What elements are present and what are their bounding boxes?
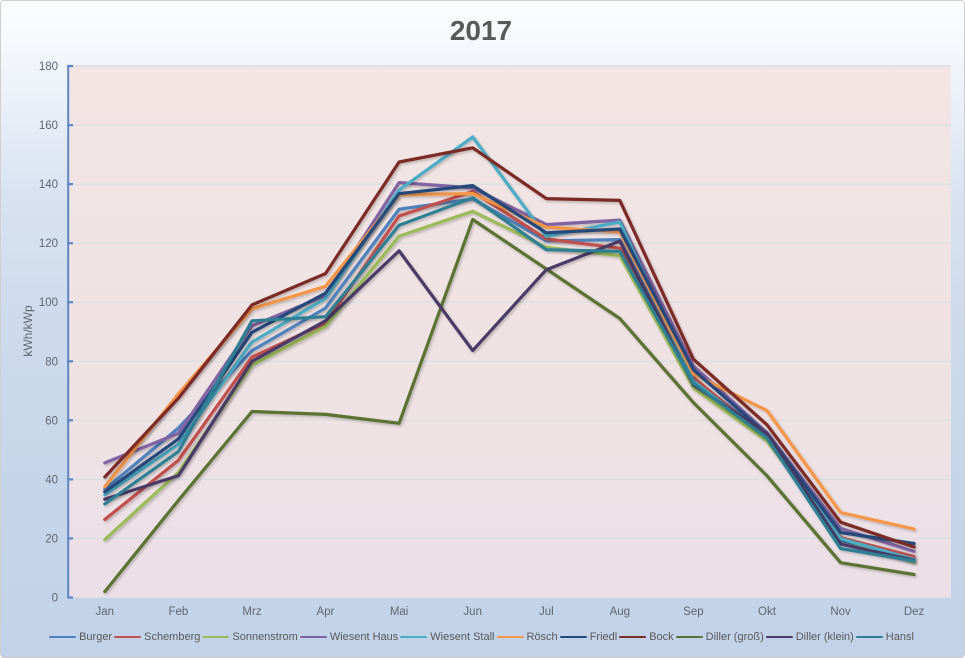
svg-text:2017: 2017 [450, 15, 512, 46]
svg-text:Apr: Apr [317, 606, 335, 618]
svg-text:Jul: Jul [539, 606, 554, 618]
svg-text:Nov: Nov [830, 606, 851, 618]
svg-text:100: 100 [39, 297, 58, 309]
svg-text:Dez: Dez [904, 606, 925, 618]
svg-text:Mrz: Mrz [242, 606, 261, 618]
svg-text:60: 60 [45, 415, 58, 427]
svg-text:20: 20 [45, 533, 58, 545]
svg-text:kWh/kWp: kWh/kWp [21, 305, 35, 357]
svg-text:Jun: Jun [463, 606, 482, 618]
svg-text:120: 120 [39, 238, 58, 250]
svg-text:Okt: Okt [758, 606, 777, 618]
svg-text:140: 140 [39, 179, 58, 191]
svg-text:180: 180 [39, 61, 58, 73]
svg-text:Sep: Sep [683, 606, 703, 618]
svg-text:Mai: Mai [390, 606, 409, 618]
svg-text:Feb: Feb [168, 606, 188, 618]
svg-text:40: 40 [45, 474, 58, 486]
svg-text:0: 0 [52, 593, 58, 605]
svg-text:Jan: Jan [96, 606, 115, 618]
svg-text:160: 160 [39, 120, 58, 132]
svg-text:Aug: Aug [610, 606, 630, 618]
svg-text:80: 80 [45, 356, 58, 368]
